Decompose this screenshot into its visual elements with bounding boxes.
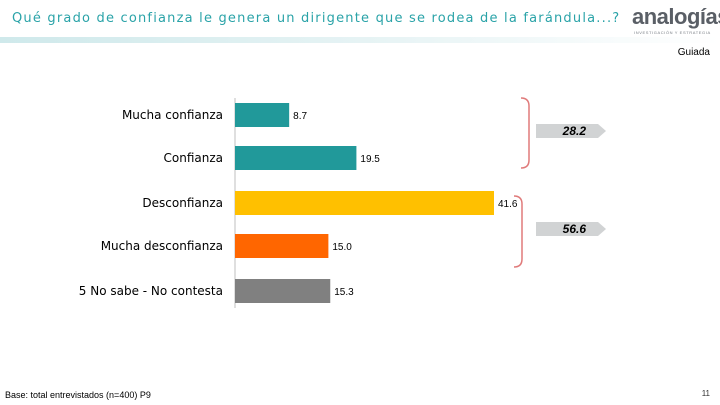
data-label: 15.0 bbox=[332, 242, 352, 253]
category-label: Mucha confianza bbox=[122, 108, 223, 122]
bar bbox=[235, 146, 357, 170]
page-number: 11 bbox=[701, 389, 710, 398]
group-total-label: 28.2 bbox=[562, 124, 587, 138]
chart-title: Qué grado de confianza le genera un diri… bbox=[12, 11, 621, 26]
category-label: 5 No sabe - No contesta bbox=[79, 284, 223, 298]
question-type-tag: Guiada bbox=[677, 47, 710, 58]
base-footnote: Base: total entrevistados (n=400) P9 bbox=[5, 390, 151, 400]
bar bbox=[235, 191, 494, 215]
header-divider bbox=[0, 37, 720, 43]
category-label: Mucha desconfianza bbox=[101, 239, 223, 253]
bar bbox=[235, 103, 290, 127]
brand-tagline: INVESTIGACIÓN Y ESTRATEGIA bbox=[634, 30, 711, 35]
category-label: Desconfianza bbox=[142, 196, 223, 210]
bar bbox=[235, 279, 331, 303]
group-badge bbox=[536, 222, 606, 236]
data-label: 19.5 bbox=[360, 154, 380, 165]
brand-logo: analogías bbox=[632, 4, 720, 29]
bar bbox=[235, 234, 329, 258]
group-bracket bbox=[513, 195, 523, 268]
category-label: Confianza bbox=[164, 151, 224, 165]
group-badge bbox=[536, 124, 606, 138]
group-bracket bbox=[520, 97, 530, 169]
data-label: 8.7 bbox=[293, 111, 307, 122]
group-total-label: 56.6 bbox=[563, 222, 587, 236]
data-label: 15.3 bbox=[334, 287, 354, 298]
data-label: 41.6 bbox=[498, 199, 518, 210]
